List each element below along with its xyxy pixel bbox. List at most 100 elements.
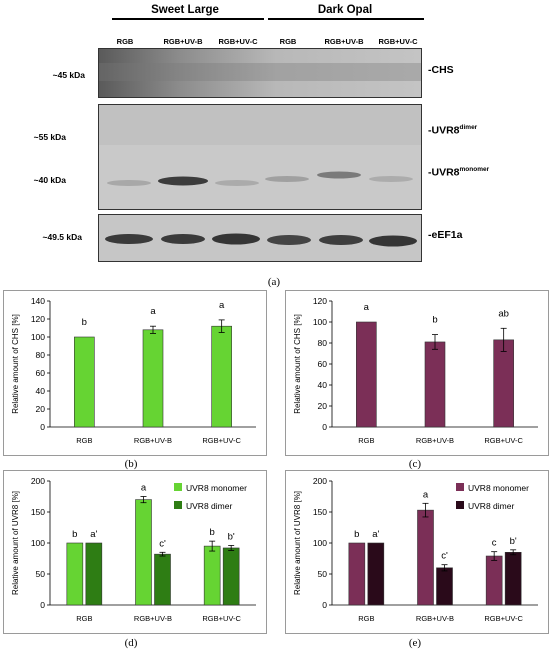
chart-e: Relative amount of UVR8 [%] 0 50 100 150 200 R… [293, 476, 538, 623]
lane-label: RGB+UV-B [163, 37, 203, 46]
group-line-dark-opal [268, 18, 424, 20]
significance-letter: a [150, 306, 156, 317]
bar [142, 329, 164, 428]
significance-letter: b [432, 315, 437, 326]
significance-letter: c' [159, 538, 166, 549]
bar [356, 321, 377, 428]
blot-eef1a-image [99, 215, 421, 261]
chart-e-box: Relative amount of UVR8 [%] 0 50 100 150 200 R… [285, 470, 549, 634]
bar [211, 325, 232, 428]
protein-label-uvr8-prefix: -UVR8 [428, 124, 460, 137]
bar [135, 499, 152, 606]
significance-letter: b [210, 527, 215, 538]
legend-swatch [456, 483, 464, 491]
blot-chs-image [99, 49, 421, 97]
y-axis-label: Relative amount of UVR8 [%] [293, 491, 302, 595]
bar [367, 542, 385, 606]
legend-label: UVR8 monomer [186, 483, 247, 493]
protein-label-uvr8-prefix: -UVR8 [428, 166, 460, 179]
x-tick-label: RGB+UV-C [202, 614, 241, 623]
significance-letter: b [82, 317, 87, 328]
bar [504, 552, 522, 606]
y-tick-label: 0 [322, 600, 327, 610]
panel-label-a: (a) [267, 276, 281, 288]
y-tick-label: 150 [313, 507, 327, 517]
y-tick-label: 100 [313, 317, 327, 327]
y-tick-label: 0 [322, 422, 327, 432]
panel-label-b: (b) [124, 458, 138, 470]
legend-label: UVR8 monomer [468, 483, 529, 493]
chart-d-box: Relative amount of UVR8 [%] 0 50 100 150 200 R… [3, 470, 267, 634]
y-tick-label: 100 [31, 332, 45, 342]
chart-b-box: Relative amount of CHS [%] 0 20 40 60 80 100 12… [3, 290, 267, 456]
y-tick-label: 40 [318, 380, 328, 390]
bar [66, 542, 84, 606]
x-tick-label: RGB+UV-B [416, 614, 454, 623]
significance-letter: a' [372, 529, 379, 540]
protein-label-eef1a: -eEF1a [428, 229, 463, 241]
y-tick-label: 80 [318, 338, 328, 348]
panel-label-d: (d) [124, 637, 138, 649]
y-tick-label: 50 [36, 569, 46, 579]
y-tick-label: 20 [318, 401, 328, 411]
blot-uvr8-image [99, 105, 421, 209]
mw-label-chs: ~45 kDa [52, 70, 85, 80]
mw-label-monomer: ~40 kDa [33, 175, 66, 185]
y-tick-label: 150 [31, 507, 45, 517]
mw-label-eef1a: ~49.5 kDa [42, 232, 82, 242]
lane-label: RGB+UV-C [378, 37, 418, 46]
x-tick-label: RGB [76, 436, 92, 445]
chart-c: Relative amount of CHS [%] 0 20 40 60 80 100 12… [293, 296, 538, 445]
y-tick-label: 80 [36, 350, 46, 360]
bar [424, 341, 446, 428]
significance-letter: a [141, 483, 147, 494]
y-tick-label: 60 [318, 359, 328, 369]
bar [348, 542, 366, 606]
blot-eef1a [98, 214, 422, 262]
x-tick-label: RGB [76, 614, 92, 623]
y-tick-label: 20 [36, 404, 46, 414]
bar [85, 542, 103, 606]
lane-label: RGB [279, 37, 297, 46]
y-tick-label: 140 [31, 296, 45, 306]
blot-uvr8 [98, 104, 422, 210]
x-tick-label: RGB+UV-C [202, 436, 241, 445]
bar [154, 553, 171, 606]
bar [203, 545, 221, 606]
significance-letter: c' [441, 551, 448, 562]
lane-label: RGB [116, 37, 134, 46]
y-tick-label: 120 [31, 314, 45, 324]
x-tick-label: RGB+UV-B [416, 436, 454, 445]
x-tick-label: RGB [358, 436, 374, 445]
chart-d: Relative amount of UVR8 [%] 0 50 100 150 200 R… [11, 476, 256, 623]
bar [74, 336, 95, 428]
significance-letter: c [492, 538, 497, 549]
y-tick-label: 120 [313, 296, 327, 306]
protein-label-chs: -CHS [428, 64, 454, 76]
legend-label: UVR8 dimer [186, 501, 232, 511]
y-axis-label: Relative amount of CHS [%] [11, 314, 20, 414]
mw-label-dimer: ~55 kDa [33, 132, 66, 142]
legend-swatch [174, 483, 182, 491]
x-tick-label: RGB+UV-B [134, 614, 172, 623]
protein-label-monomer-sup: monomer [459, 166, 490, 173]
protein-label-uvr8-dimer: -UVR8dimer [428, 124, 477, 137]
y-tick-label: 200 [31, 476, 45, 486]
blot-chs [98, 48, 422, 98]
significance-letter: b' [510, 536, 517, 547]
significance-letter: a' [90, 529, 97, 540]
group-label-dark-opal: Dark Opal [317, 4, 373, 16]
protein-label-uvr8-monomer: -UVR8monomer [428, 166, 489, 179]
legend-swatch [456, 501, 464, 509]
bar [417, 509, 434, 606]
x-tick-label: RGB [358, 614, 374, 623]
significance-letter: a [423, 489, 429, 500]
x-tick-label: RGB+UV-C [484, 614, 523, 623]
significance-letter: b' [228, 531, 235, 542]
chart-c-box: Relative amount of CHS [%] 0 20 40 60 80 100 12… [285, 290, 549, 456]
panel-label-c: (c) [408, 458, 422, 470]
y-tick-label: 60 [36, 368, 46, 378]
x-tick-label: RGB+UV-C [484, 436, 523, 445]
y-tick-label: 50 [318, 569, 328, 579]
legend-swatch [174, 501, 182, 509]
